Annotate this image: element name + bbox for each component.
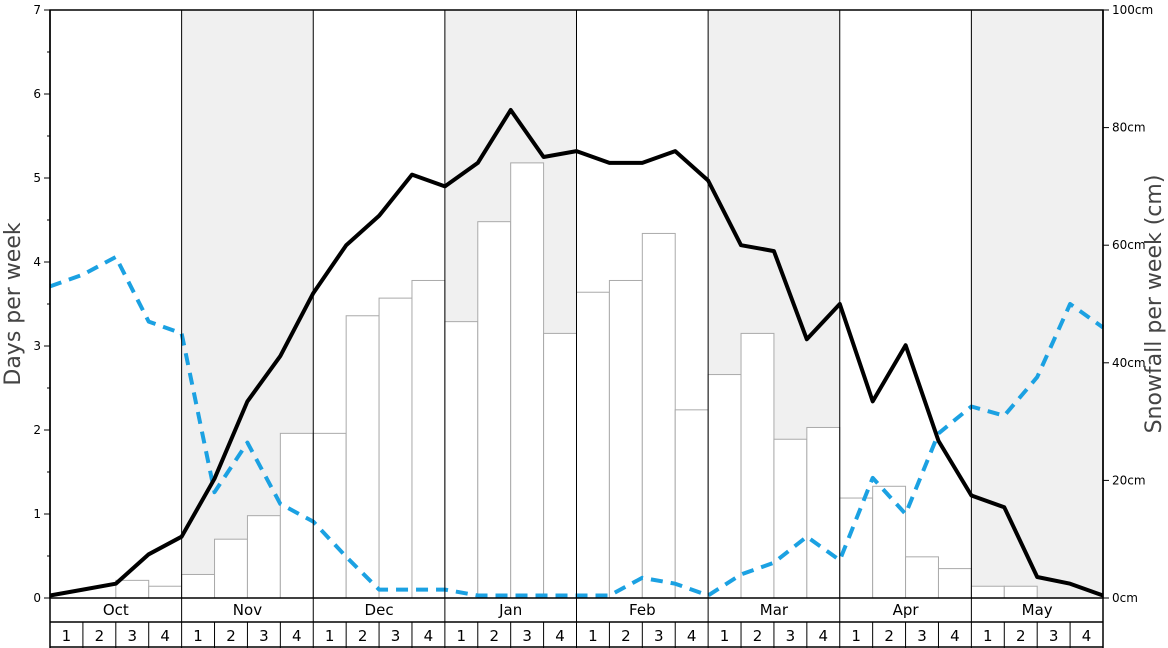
snowfall-bar [576,291,610,599]
snowfall-bar [740,332,775,599]
left-axis: 0 1 2 3 4 5 6 7 [33,3,50,605]
week-label: 1 [457,627,467,645]
week-label: 4 [1082,627,1092,645]
right-axis: 0cm 20cm 40cm 60cm 80cm 100cm [1103,3,1153,605]
left-tick-label: 3 [33,339,41,353]
snowfall-bar [608,279,643,599]
week-label: 2 [489,627,499,645]
left-tick-label: 5 [33,171,41,185]
snowfall-bar [115,579,150,599]
right-tick-label: 0cm [1112,591,1138,605]
week-label: 2 [753,627,763,645]
month-band [971,10,1103,598]
month-label: Jan [498,601,522,619]
week-label: 4 [687,627,697,645]
left-tick-label: 4 [33,255,41,269]
week-label: 3 [522,627,532,645]
week-label: 1 [588,627,598,645]
right-tick-label: 100cm [1112,3,1153,17]
week-label: 3 [917,627,927,645]
snowfall-bar [181,573,216,599]
week-label: 3 [127,627,137,645]
snowfall-bar [214,538,248,599]
week-label: 2 [621,627,631,645]
week-label: 2 [95,627,105,645]
right-tick-label: 80cm [1112,121,1146,135]
week-label: 3 [391,627,401,645]
week-label: 1 [193,627,203,645]
snowfall-bar [1003,585,1038,599]
x-axis: Oct Nov Dec Jan Feb Mar Apr May 1 2 3 4 1 2 3 4 1 2 3 4 1 2 3 4… [49,10,1104,648]
week-label: 1 [851,627,861,645]
snowfall-bar [411,279,446,599]
snowfall-bar [773,438,808,599]
left-tick-label: 6 [33,87,41,101]
week-label: 4 [555,627,565,645]
right-tick-label: 20cm [1112,473,1146,487]
snowfall-bar [444,321,479,599]
left-tick-label: 7 [33,3,41,17]
right-axis-title: Snowfall per week (cm) [1142,175,1167,434]
snowfall-bar [872,485,907,599]
week-label: 3 [786,627,796,645]
week-label: 4 [292,627,302,645]
month-label: Mar [760,601,789,619]
snowfall-bar [970,585,1005,599]
left-tick-label: 1 [33,507,41,521]
snowfall-bar [510,162,545,599]
week-label: 1 [325,627,335,645]
snowfall-bar [378,297,413,599]
month-label: Oct [103,601,129,619]
snowfall-bar [312,432,347,599]
week-label: 2 [884,627,894,645]
snowfall-bar [477,221,512,599]
week-label: 1 [720,627,730,645]
week-label: 3 [259,627,269,645]
snowfall-bar [148,585,183,599]
right-tick-label: 40cm [1112,356,1146,370]
week-label: 2 [226,627,236,645]
left-tick-label: 0 [33,591,41,605]
snowfall-bar [707,374,742,599]
snowfall-bar [905,556,939,599]
month-label: Apr [893,601,920,619]
week-label: 2 [1016,627,1026,645]
week-label: 4 [819,627,829,645]
snowfall-bar [806,426,841,599]
snowfall-bar [246,515,281,599]
month-label: Nov [233,601,262,619]
week-label: 3 [654,627,664,645]
snowfall-bar [279,432,314,599]
snowfall-bar [937,568,972,599]
week-label: 1 [983,627,993,645]
month-label: May [1022,601,1053,619]
week-label: 4 [160,627,170,645]
snowfall-bar [674,409,709,599]
week-label: 1 [62,627,72,645]
snowfall-bar [345,315,380,599]
month-label: Dec [365,601,394,619]
week-label: 4 [424,627,434,645]
left-axis-title: Days per week [1,222,26,385]
month-label: Feb [629,601,656,619]
right-tick-label: 60cm [1112,238,1146,252]
snowfall-bar [641,232,676,599]
snowfall-bar [543,332,577,599]
week-label: 4 [950,627,960,645]
week-label: 2 [358,627,368,645]
left-tick-label: 2 [33,423,41,437]
week-label: 3 [1049,627,1059,645]
